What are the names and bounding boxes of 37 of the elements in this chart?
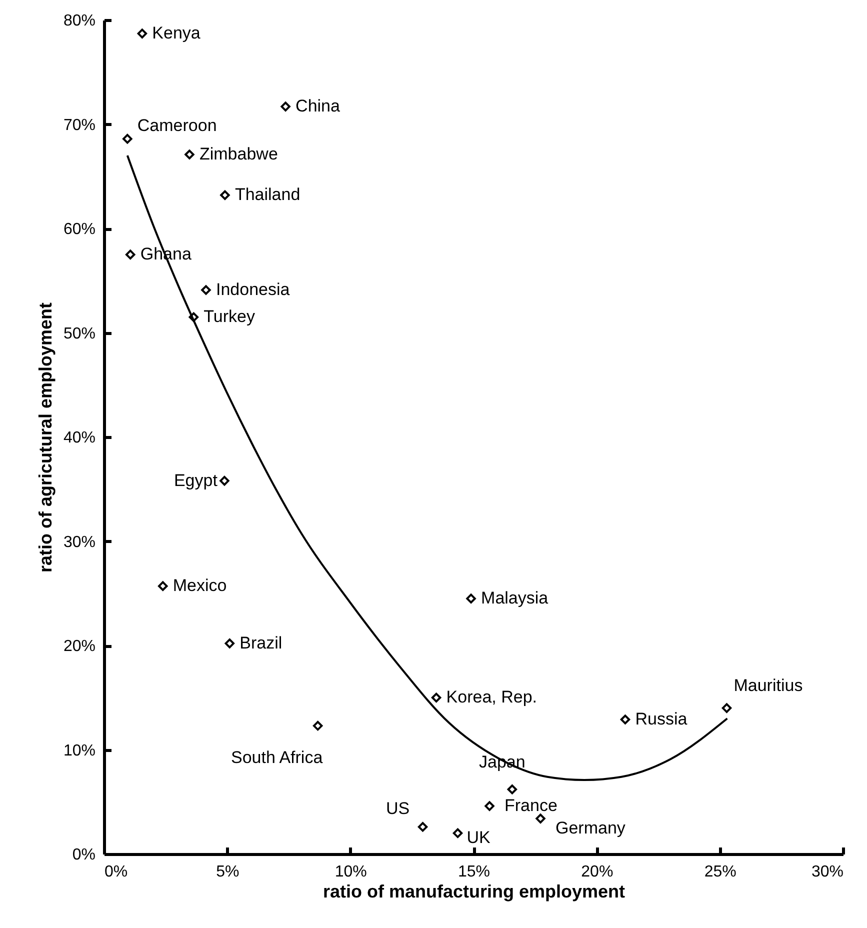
- x-tick-label: 20%: [581, 864, 614, 880]
- y-tick-label: 0%: [72, 846, 96, 864]
- x-tick-label: 25%: [704, 864, 736, 880]
- y-tick-label: 40%: [63, 430, 96, 446]
- series-label: Cameroon: [137, 116, 217, 135]
- series-label: Korea, Rep.: [446, 688, 538, 707]
- x-tick-label: 30%: [811, 864, 844, 880]
- series-label: Indonesia: [216, 280, 290, 300]
- x-tick-label: 10%: [334, 864, 367, 880]
- y-tick-label: 80%: [63, 12, 96, 30]
- series-label: Mexico: [172, 576, 227, 596]
- series-label: France: [504, 796, 558, 816]
- y-tick-label: 70%: [63, 116, 96, 134]
- y-axis-title: ratio of agricutural employment: [35, 302, 56, 573]
- series-label: UK: [466, 828, 492, 848]
- series-label: Turkey: [204, 307, 256, 326]
- x-axis-title: ratio of manufacturing employment: [322, 882, 626, 902]
- series-label: Kenya: [152, 24, 201, 43]
- y-tick-label: 50%: [63, 325, 96, 342]
- series-label: Germany: [556, 818, 626, 838]
- y-tick-label: 30%: [63, 534, 96, 551]
- x-tick-label: 0%: [104, 864, 128, 880]
- y-tick-label: 10%: [63, 742, 96, 760]
- series-label: Zimbabwe: [199, 144, 278, 164]
- x-tick-label: 15%: [458, 864, 490, 880]
- series-label: Malaysia: [481, 588, 549, 608]
- x-tick-label: 5%: [216, 864, 240, 880]
- y-tick-label: 20%: [63, 638, 96, 655]
- series-label: Mauritius: [734, 676, 803, 696]
- series-label: Russia: [635, 710, 688, 729]
- series-label: Egypt: [174, 470, 218, 490]
- y-tick-label: 60%: [63, 221, 96, 238]
- series-label: China: [296, 96, 341, 116]
- series-label: Thailand: [234, 185, 300, 204]
- series-label: Brazil: [240, 633, 282, 652]
- series-label: US: [386, 798, 410, 818]
- series-label: South Africa: [230, 748, 324, 767]
